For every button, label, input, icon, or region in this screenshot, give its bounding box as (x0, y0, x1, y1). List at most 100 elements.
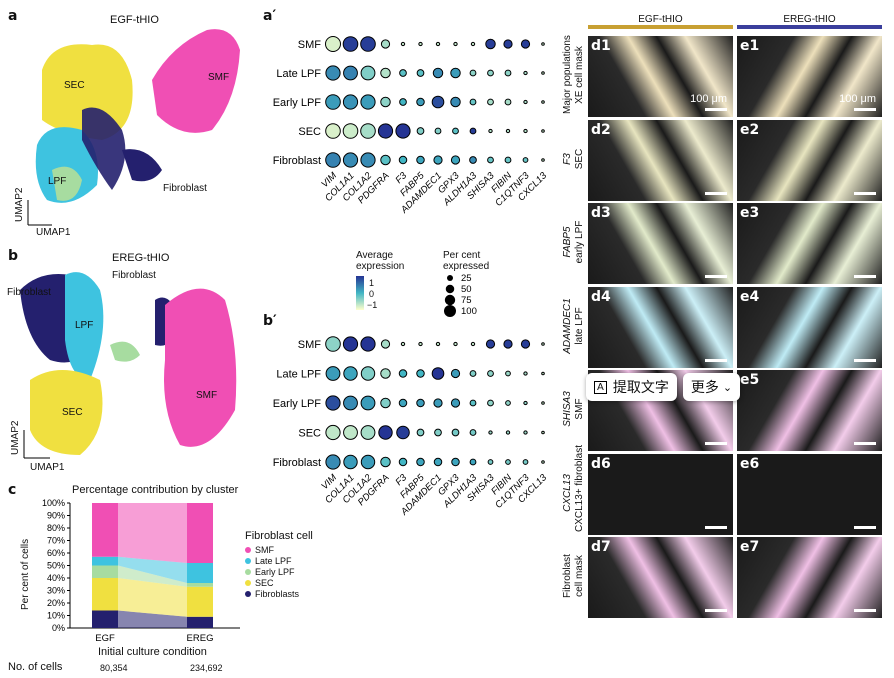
dot-mark (342, 36, 359, 52)
dot-mark (398, 155, 408, 165)
dot-mark (541, 71, 545, 75)
micro-row-label: ADAMDEC1 late LPF (562, 297, 585, 354)
bar-ytick: 10% (47, 611, 65, 621)
dot-mark (505, 430, 511, 435)
dot-mark (522, 157, 529, 163)
micro-panel: d4 (588, 286, 733, 368)
micro-panel-label: e1 (740, 38, 760, 54)
more-button[interactable]: 更多 ⌄ (682, 373, 741, 401)
dot-mark (505, 370, 511, 377)
dot-mark (380, 67, 391, 79)
dot-row-label: SEC (298, 428, 321, 440)
dot-mark (360, 65, 376, 81)
dot-mark (541, 342, 545, 346)
dot-row-label: Fibroblast (273, 155, 321, 167)
bar-ytick: 20% (47, 598, 65, 608)
micro-panel-label: d1 (591, 38, 611, 54)
umap-a-lpf: LPF (48, 176, 67, 187)
micro-panel: e2 (737, 119, 882, 201)
dot-mark (360, 366, 376, 381)
micro-panel: d7 (588, 537, 733, 618)
dot-mark (342, 152, 359, 168)
dot-mark (469, 429, 477, 436)
micro-panel-label: e2 (740, 121, 760, 138)
dot-mark (451, 428, 460, 437)
dot-mark (360, 454, 376, 470)
bar-segment (92, 503, 118, 557)
dot-mark (487, 156, 494, 164)
dot-mark (380, 339, 391, 349)
dot-row-label: Early LPF (273, 398, 322, 410)
micro-row-label: F3 SEC (562, 148, 585, 169)
bar-segment (92, 578, 118, 611)
legend-expr-tick3: −1 (367, 300, 378, 310)
dot-mark (343, 395, 358, 411)
dot-row-label: SMF (298, 39, 322, 51)
legend-expr-tick2: 0 (369, 289, 375, 299)
bar-xlabel: Initial culture condition (98, 646, 207, 658)
bar-segment (92, 610, 118, 628)
dot-mark (435, 341, 441, 347)
scale-bar (705, 358, 727, 362)
pct-legend-label: 75 (461, 295, 472, 306)
dot-mark (453, 41, 458, 47)
bar-ytick: 50% (47, 561, 65, 571)
scale-bar (854, 525, 876, 529)
bar-legend-title: Fibroblast cell (245, 530, 313, 542)
dot-mark (470, 341, 476, 347)
legend-expr-title: Average expression (356, 250, 405, 272)
dot-mark (504, 156, 512, 164)
bar-segment (187, 563, 213, 583)
dot-mark (380, 397, 391, 409)
dot-mark (523, 128, 528, 134)
dot-mark (523, 400, 528, 406)
scale-bar (854, 609, 876, 612)
dot-mark (416, 69, 425, 77)
dot-mark (450, 67, 461, 79)
dot-mark (377, 123, 394, 139)
bar-legend-item: SEC (245, 577, 299, 588)
dot-mark (400, 41, 406, 47)
umap-a-smf: SMF (208, 72, 230, 83)
umap-b-title: EREG-tHIO (112, 252, 170, 264)
dot-mark (416, 155, 425, 165)
bar-category-label: EGF (95, 633, 115, 644)
bar-ytick: 0% (52, 623, 65, 633)
dot-mark (541, 430, 545, 435)
micro-panel: e6 (737, 453, 882, 535)
extract-text-button[interactable]: A 提取文字 (586, 373, 677, 401)
text-extract-popup: A 提取文字 更多 ⌄ (586, 373, 746, 403)
dot-mark (450, 155, 461, 165)
micro-panel: d1 100 μm (588, 36, 733, 117)
dot-mark (469, 399, 477, 407)
pct-legend-label: 100 (461, 306, 477, 317)
dot-mark (469, 98, 477, 106)
dot-mark (395, 123, 411, 139)
micro-panel: d3 (588, 203, 733, 284)
umap-a-fib: Fibroblast (163, 183, 207, 194)
pct-legend-dot (447, 275, 453, 281)
umap-b-lpf: LPF (75, 320, 94, 331)
dot-mark (399, 98, 407, 106)
bar-ytick: 60% (47, 548, 65, 558)
micro-panel-label: d4 (591, 288, 611, 305)
dot-mark (503, 39, 513, 49)
bar-legend-item: SMF (245, 544, 299, 555)
dot-mark (504, 69, 512, 77)
umap-b-plot (20, 272, 237, 459)
scale-bar (705, 108, 727, 111)
micro-panel: e3 (737, 203, 882, 284)
dot-mark (505, 128, 511, 134)
bar-segment (92, 556, 118, 566)
legend-expr-bar (356, 276, 364, 310)
legend-swatch (245, 546, 251, 553)
dot-mark (380, 39, 391, 49)
bar-flow (118, 503, 187, 563)
dot-mark (325, 424, 341, 441)
bar-legend-item: Early LPF (245, 566, 299, 577)
scale-bar (854, 442, 876, 445)
dot-mark (325, 152, 341, 168)
dot-mark (487, 399, 494, 407)
